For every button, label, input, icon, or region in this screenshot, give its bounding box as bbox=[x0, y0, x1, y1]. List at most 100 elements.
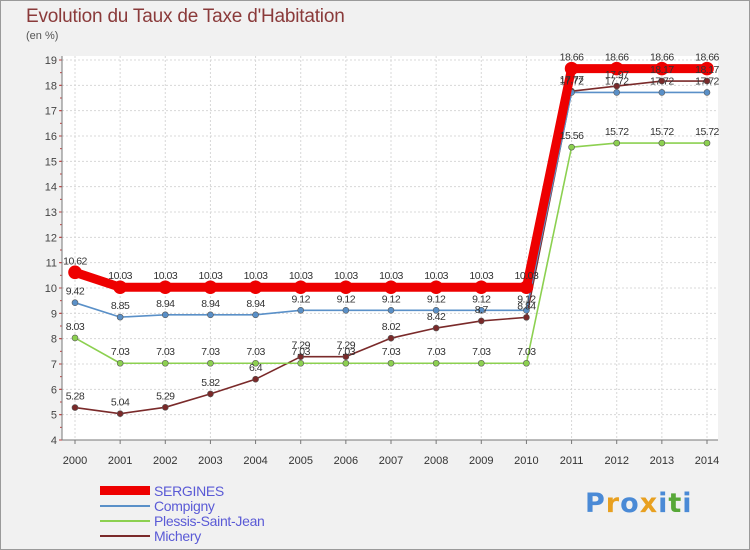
data-point-compigny bbox=[297, 306, 305, 314]
data-label-plessis-saint-jean: 7.03 bbox=[517, 346, 536, 358]
y-tick-label: 6 bbox=[51, 384, 57, 396]
legend-swatch bbox=[100, 505, 150, 507]
data-point-compigny bbox=[71, 299, 79, 306]
plot-area bbox=[62, 56, 718, 440]
data-point-michery bbox=[523, 314, 530, 321]
x-tick-label: 2006 bbox=[334, 455, 358, 467]
data-point-plessis-saint-jean bbox=[116, 359, 124, 367]
data-label-michery: 5.82 bbox=[201, 377, 220, 389]
data-label-compigny: 9.12 bbox=[517, 293, 536, 305]
data-point-michery bbox=[342, 353, 350, 360]
data-label-sergines: 10.62 bbox=[63, 255, 87, 267]
y-tick-label: 19 bbox=[45, 55, 57, 67]
x-tick-label: 2005 bbox=[288, 455, 312, 467]
logo-letter: i bbox=[658, 488, 669, 519]
data-label-sergines: 10.03 bbox=[334, 270, 358, 282]
y-tick-label: 7 bbox=[51, 359, 57, 371]
x-tick-label: 2013 bbox=[650, 455, 674, 467]
data-label-michery: 5.28 bbox=[66, 391, 85, 403]
data-point-michery bbox=[477, 317, 485, 325]
data-point-plessis-saint-jean bbox=[477, 359, 485, 367]
data-label-plessis-saint-jean: 7.03 bbox=[382, 346, 401, 358]
data-label-sergines: 10.03 bbox=[424, 270, 448, 282]
data-label-plessis-saint-jean: 7.03 bbox=[246, 346, 265, 358]
data-point-michery bbox=[658, 77, 666, 85]
data-label-sergines: 10.03 bbox=[289, 270, 313, 282]
data-label-compigny: 9.12 bbox=[427, 293, 446, 305]
data-label-plessis-saint-jean: 15.72 bbox=[605, 126, 629, 138]
data-label-sergines: 10.03 bbox=[199, 270, 223, 282]
data-label-plessis-saint-jean: 7.03 bbox=[156, 346, 175, 358]
logo-letter: t bbox=[668, 488, 683, 519]
data-point-compigny bbox=[207, 311, 214, 319]
data-point-sergines bbox=[429, 280, 443, 295]
y-axis-unit: (en %) bbox=[26, 30, 59, 42]
data-point-sergines bbox=[519, 280, 534, 295]
data-label-compigny: 8.85 bbox=[111, 300, 130, 312]
data-label-michery: 18.17 bbox=[650, 64, 674, 76]
y-tick-label: 13 bbox=[45, 207, 57, 219]
data-point-sergines bbox=[68, 265, 82, 280]
data-label-michery: 8.7 bbox=[475, 304, 489, 316]
data-label-plessis-saint-jean: 15.72 bbox=[650, 126, 674, 138]
data-label-plessis-saint-jean: 15.56 bbox=[560, 130, 584, 142]
data-point-sergines bbox=[113, 280, 127, 295]
data-point-plessis-saint-jean bbox=[71, 334, 79, 342]
data-point-sergines bbox=[339, 280, 353, 295]
data-label-plessis-saint-jean: 7.03 bbox=[472, 346, 491, 358]
proxiti-logo[interactable]: Proxiti bbox=[585, 488, 693, 519]
y-tick-label: 9 bbox=[51, 308, 57, 320]
data-point-sergines bbox=[474, 280, 489, 295]
y-tick-label: 18 bbox=[45, 80, 57, 92]
data-label-plessis-saint-jean: 7.03 bbox=[427, 346, 446, 358]
data-point-michery bbox=[207, 390, 214, 398]
data-label-compigny: 9.12 bbox=[337, 293, 356, 305]
data-label-compigny: 9.12 bbox=[472, 293, 491, 305]
x-tick-label: 2002 bbox=[153, 455, 177, 467]
data-label-plessis-saint-jean: 7.03 bbox=[201, 346, 220, 358]
data-label-sergines: 18.66 bbox=[695, 52, 719, 64]
data-label-sergines: 18.66 bbox=[560, 52, 584, 64]
data-label-compigny: 9.12 bbox=[382, 293, 401, 305]
data-label-compigny: 17.72 bbox=[695, 75, 719, 87]
data-label-compigny: 8.94 bbox=[246, 298, 265, 310]
x-tick-label: 2003 bbox=[198, 455, 222, 467]
data-label-compigny: 9.42 bbox=[66, 286, 85, 298]
data-point-plessis-saint-jean bbox=[613, 139, 621, 147]
data-label-michery: 8.84 bbox=[517, 300, 536, 312]
data-point-compigny bbox=[477, 306, 485, 314]
data-point-compigny bbox=[523, 306, 530, 314]
data-label-sergines: 10.03 bbox=[153, 270, 177, 282]
data-point-plessis-saint-jean bbox=[297, 359, 305, 367]
data-label-plessis-saint-jean: 7.03 bbox=[111, 346, 130, 358]
data-label-michery: 8.42 bbox=[427, 311, 446, 323]
data-label-compigny: 8.94 bbox=[156, 298, 175, 310]
x-tick-label: 2004 bbox=[243, 455, 267, 467]
x-tick-label: 2009 bbox=[469, 455, 493, 467]
legend-label: SERGINES bbox=[154, 483, 224, 499]
data-point-sergines bbox=[384, 280, 398, 295]
data-point-sergines bbox=[700, 61, 714, 76]
data-label-compigny: 9.12 bbox=[291, 293, 310, 305]
data-label-plessis-saint-jean: 7.03 bbox=[291, 346, 310, 358]
data-label-sergines: 18.66 bbox=[605, 52, 629, 64]
data-label-michery: 5.04 bbox=[111, 397, 130, 409]
x-tick-label: 2010 bbox=[514, 455, 538, 467]
data-point-michery bbox=[116, 410, 124, 417]
data-point-compigny bbox=[387, 306, 395, 314]
y-tick-label: 15 bbox=[45, 156, 57, 168]
legend-swatch bbox=[100, 520, 150, 522]
data-point-michery bbox=[703, 77, 711, 85]
data-point-compigny bbox=[342, 306, 350, 314]
y-tick-label: 4 bbox=[51, 435, 57, 447]
data-point-plessis-saint-jean bbox=[568, 143, 575, 151]
data-label-michery: 17.97 bbox=[605, 69, 629, 81]
data-label-sergines: 10.03 bbox=[515, 270, 539, 282]
data-label-michery: 6.4 bbox=[249, 362, 263, 374]
data-point-michery bbox=[613, 82, 621, 90]
legend-label: Compigny bbox=[154, 498, 215, 514]
chart-title: Evolution du Taux de Taxe d'Habitation bbox=[26, 6, 345, 27]
x-tick-label: 2001 bbox=[108, 455, 132, 467]
data-label-michery: 8.02 bbox=[382, 321, 401, 333]
data-point-sergines bbox=[203, 280, 218, 295]
